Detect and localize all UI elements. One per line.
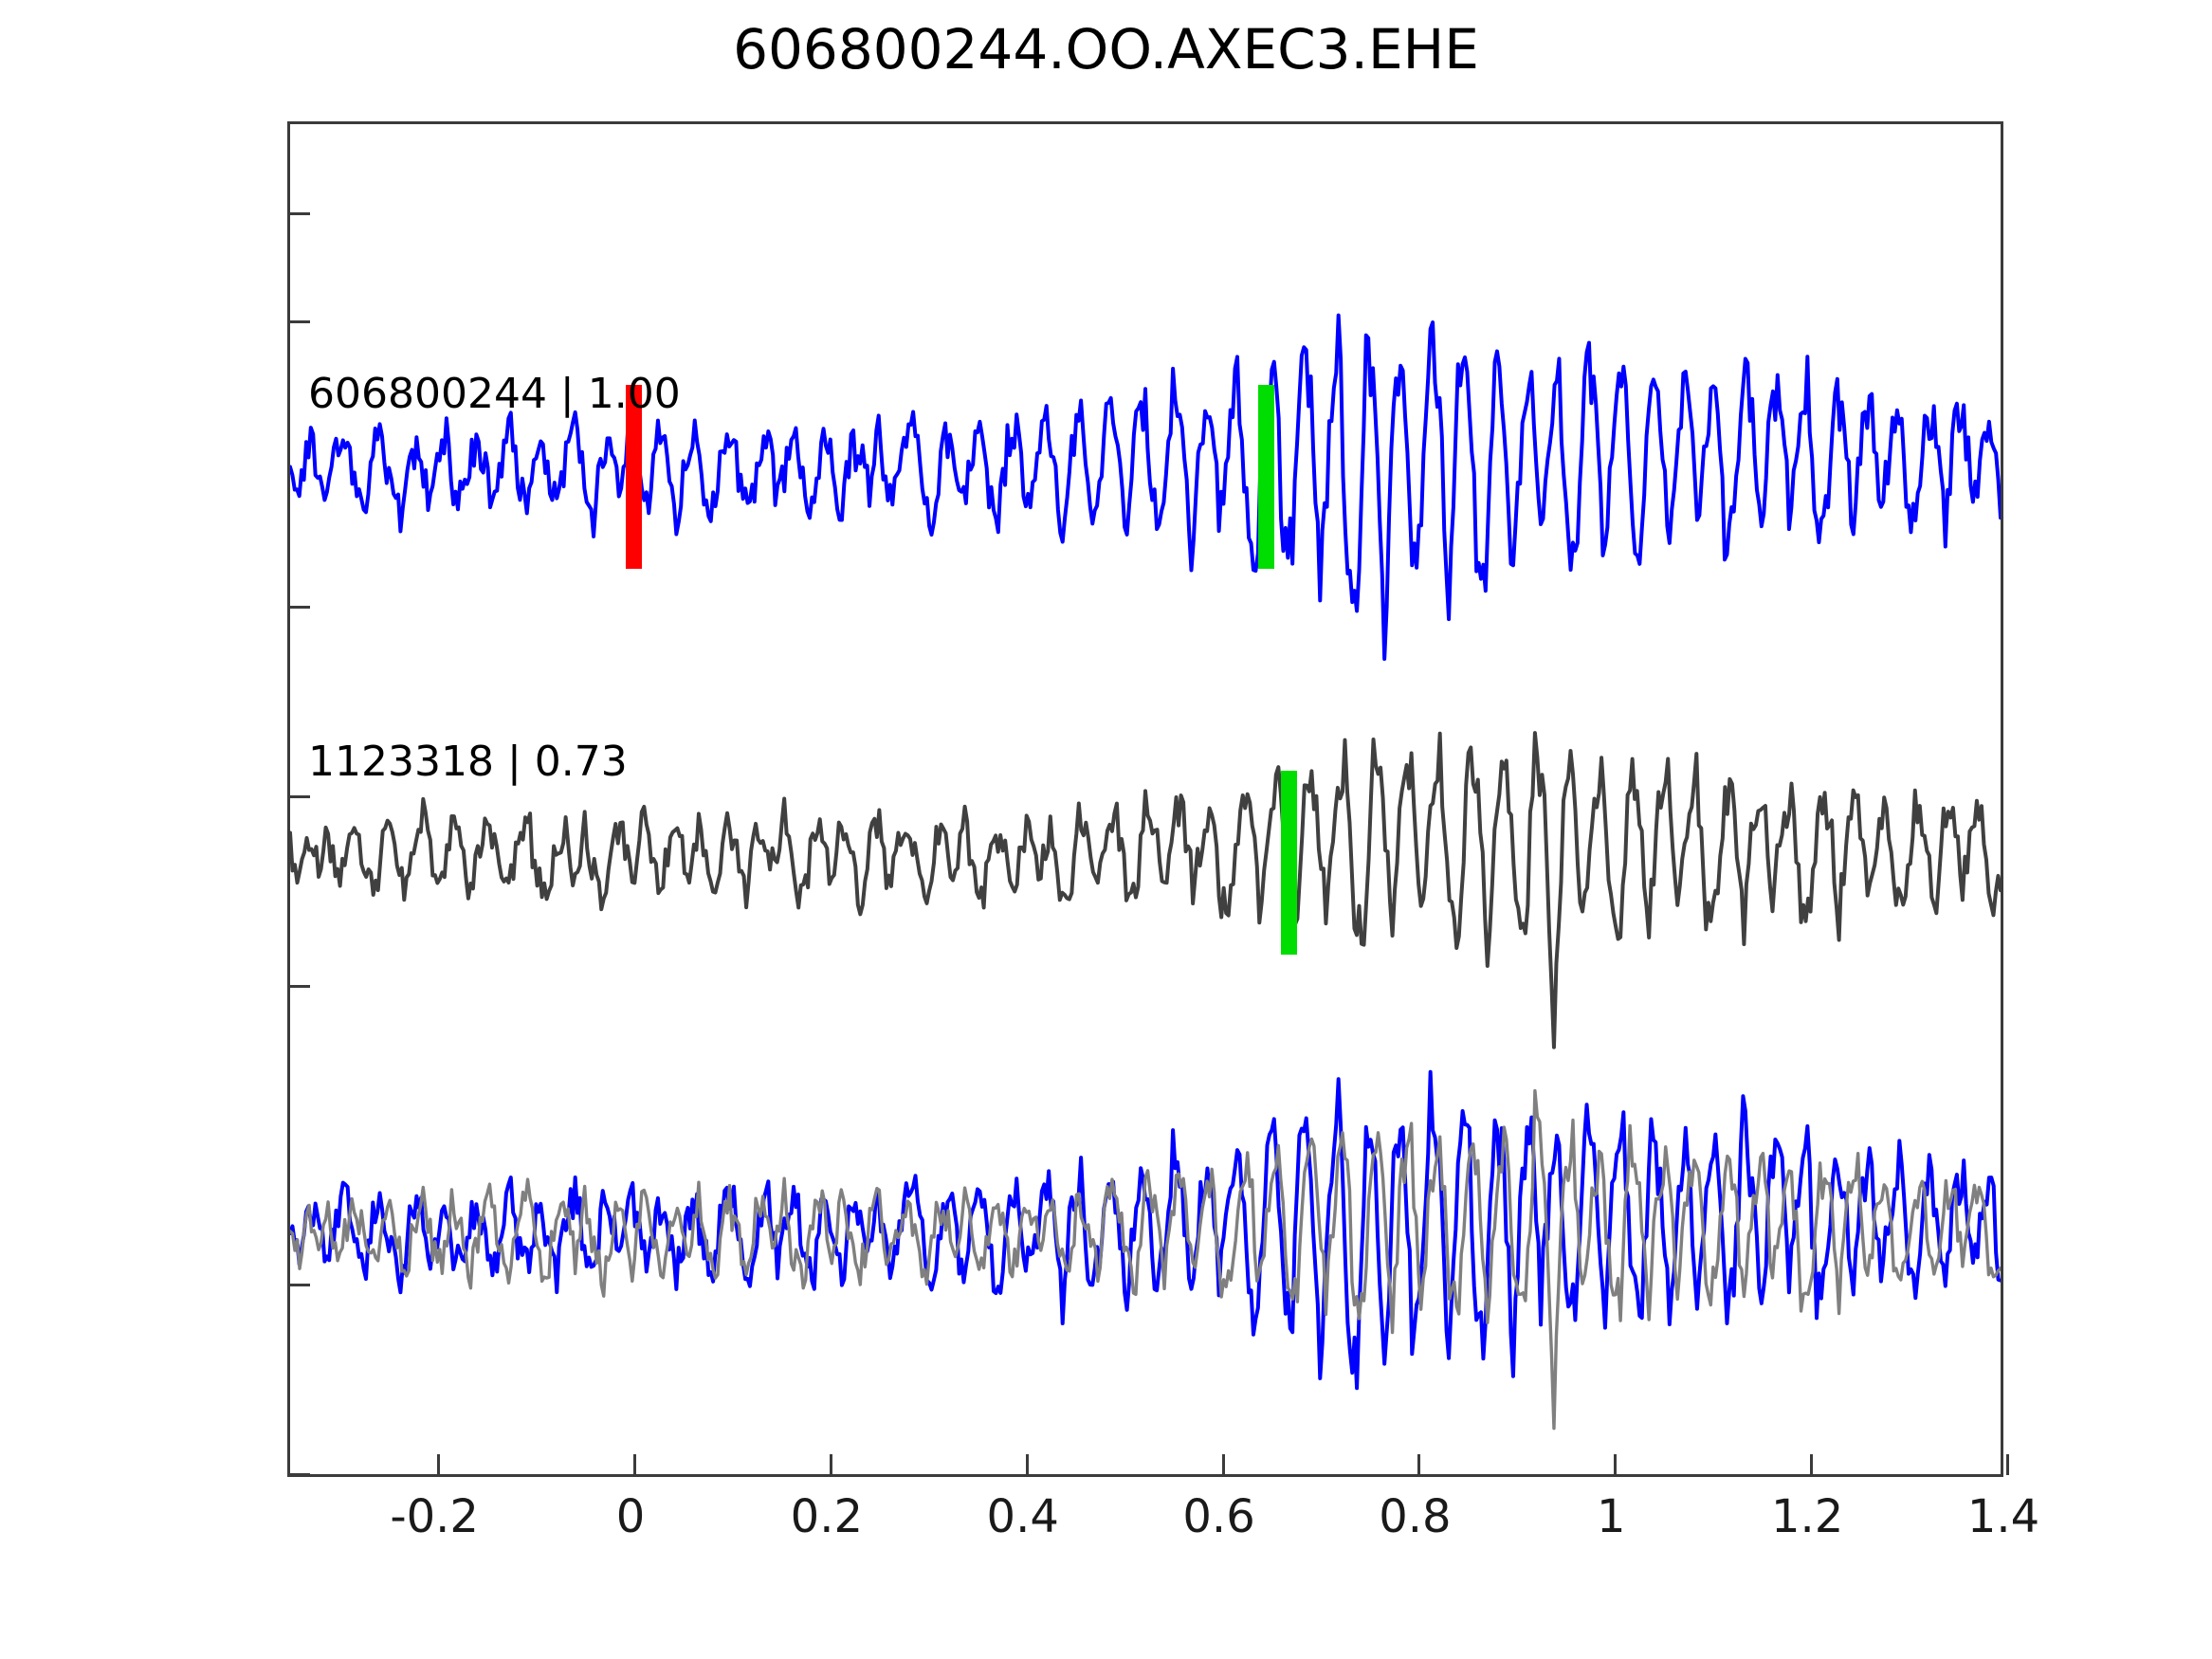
waveform-606800244 xyxy=(290,313,2001,662)
x-axis-tick xyxy=(829,1454,832,1475)
y-axis-tick xyxy=(289,1283,310,1286)
x-axis-tick xyxy=(437,1454,441,1475)
y-axis-tick xyxy=(289,320,310,324)
x-tick-label: 0.4 xyxy=(986,1490,1059,1543)
x-tick-label: 0.2 xyxy=(790,1490,864,1543)
x-tick-label: 1 xyxy=(1597,1490,1626,1543)
x-tick-label: 0.6 xyxy=(1182,1490,1255,1543)
plot-axes xyxy=(287,121,2009,1477)
trace-label-template: 606800244 | 1.00 xyxy=(308,370,681,418)
x-tick-label: -0.2 xyxy=(390,1490,479,1543)
page-title: 606800244.OO.AXEC3.EHE xyxy=(733,17,1479,82)
y-axis-tick xyxy=(289,794,310,798)
x-axis-tick xyxy=(2006,1454,2009,1475)
phase-pick-marker-template xyxy=(1258,384,1275,569)
phase-pick-marker-detection xyxy=(1280,771,1297,956)
waveform-canvas xyxy=(290,313,2001,1431)
x-axis-tick xyxy=(1810,1454,1814,1475)
x-axis-tick xyxy=(1417,1454,1421,1475)
x-tick-label: 1.2 xyxy=(1770,1490,1844,1543)
waveform-overlay-1123318 xyxy=(290,1088,2001,1431)
y-axis-tick xyxy=(289,605,310,609)
y-axis-tick xyxy=(289,1472,310,1476)
trace-label-detection: 1123318 | 0.73 xyxy=(308,738,628,786)
y-axis-tick xyxy=(289,985,310,989)
x-tick-label: 1.4 xyxy=(1966,1490,2040,1543)
y-axis-tick xyxy=(289,211,310,215)
x-axis-tick xyxy=(1221,1454,1225,1475)
origin-time-marker xyxy=(626,384,642,569)
x-tick-label: 0.8 xyxy=(1379,1490,1452,1543)
x-axis-tick xyxy=(1025,1454,1029,1475)
x-tick-label: 0 xyxy=(615,1490,646,1543)
waveform-overlay-606800244 xyxy=(290,1069,2001,1391)
waveform-1123318 xyxy=(290,731,2001,1049)
x-axis-tick xyxy=(1614,1454,1618,1475)
x-axis-tick xyxy=(633,1454,636,1475)
